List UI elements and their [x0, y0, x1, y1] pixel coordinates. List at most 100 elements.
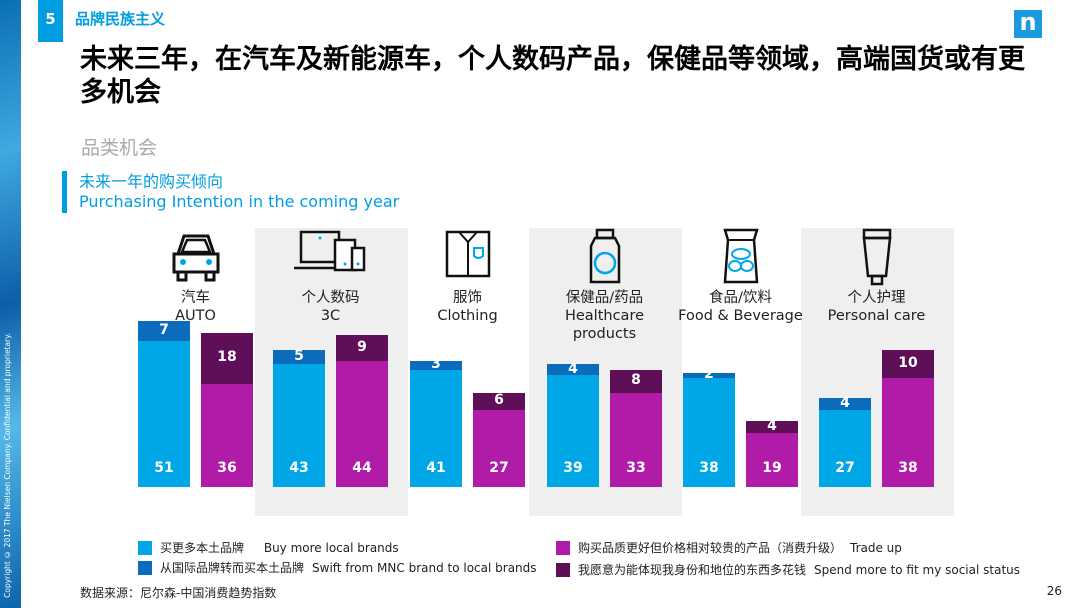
bar-segment-upgrade-base [882, 378, 934, 487]
data-label: 38 [699, 460, 719, 476]
data-label: 44 [352, 460, 372, 476]
data-label: 27 [835, 460, 855, 476]
nielsen-logo: n [1014, 10, 1042, 38]
bar-segment-upgrade-top [473, 392, 525, 410]
category-label-cn: 保健品/药品 [565, 290, 644, 306]
bar-segment-local-top [410, 361, 462, 370]
legend-label-cn: 购买品质更好但价格相对较贵的产品（消费升级） [578, 541, 843, 555]
data-label: 5 [294, 347, 304, 364]
car-icon [168, 228, 224, 288]
data-label: 4 [568, 360, 578, 377]
data-label: 9 [357, 339, 367, 356]
bar-segment-upgrade-top [746, 421, 798, 433]
category-label: 服饰 Clothing [393, 289, 543, 325]
data-label: 4 [767, 417, 777, 434]
tube-icon [862, 228, 892, 290]
data-label: 38 [898, 460, 918, 476]
chart-title-en: Purchasing Intention in the coming year [79, 192, 400, 211]
bar-segment-local-top [683, 372, 735, 379]
bar-segment-upgrade-top [882, 349, 934, 379]
bar-segment-upgrade-top [201, 332, 253, 385]
bar-segment-local-base [819, 409, 871, 487]
bar-segment-local-top [273, 349, 325, 365]
data-label: 33 [626, 460, 646, 476]
category-label: 保健品/药品 Healthcare products [530, 289, 680, 343]
devices-icon [293, 228, 368, 280]
category-label-en: Food & Beverage [678, 308, 803, 324]
bar-segment-local-base [410, 369, 462, 487]
copyright-text: Copyright © 2017 The Nielsen Company. Co… [3, 333, 12, 598]
data-label: 8 [631, 372, 641, 389]
page-number: 26 [1046, 584, 1062, 598]
data-label: 2 [704, 366, 714, 383]
data-label: 19 [762, 460, 782, 476]
source-note: 数据来源：尼尔森-中国消费趋势指数 [80, 586, 277, 600]
category-label-en: Personal care [827, 308, 926, 324]
category-label-en: Clothing [437, 308, 498, 324]
medicine-bottle-icon [588, 228, 622, 288]
bar-segment-upgrade-top [610, 369, 662, 393]
section-title: 品牌民族主义 [75, 10, 166, 28]
bar-segment-local-top [547, 364, 599, 376]
legend-item-local: 买更多本土品牌 Buy more local brands [138, 539, 399, 556]
category-label: 汽车 AUTO [121, 289, 271, 325]
legend-label-en: Trade up [850, 540, 902, 555]
shirt-icon [445, 228, 491, 282]
bar-segment-upgrade-base [746, 432, 798, 487]
bar-segment-local-base [683, 378, 735, 487]
category-label-cn: 个人护理 [847, 290, 906, 306]
page-title: 未来三年，在汽车及新能源车，个人数码产品，保健品等领域，高端国货或有更多机会 [80, 44, 1025, 108]
data-label: 36 [217, 460, 237, 476]
category-label-cn: 汽车 [181, 290, 210, 306]
legend-label-cn: 我愿意为能体现我身份和地位的东西多花钱 [578, 563, 807, 577]
bar-segment-local-base [273, 364, 325, 487]
legend-label-en: Buy more local brands [263, 540, 399, 555]
category-label-en: Healthcare products [564, 308, 645, 342]
bar-segment-local-base [138, 341, 190, 487]
bar-segment-local-base [547, 375, 599, 487]
legend-label-en: Swift from MNC brand to local brands [312, 560, 537, 575]
data-label: 3 [431, 356, 441, 373]
data-label: 4 [840, 395, 850, 412]
bar-segment-local-top [819, 398, 871, 410]
chart-title: 未来一年的购买倾向 Purchasing Intention in the co… [79, 172, 399, 212]
category-label-cn: 服饰 [453, 290, 482, 306]
data-label: 27 [489, 460, 509, 476]
data-label: 41 [426, 460, 446, 476]
data-label: 10 [898, 355, 918, 372]
data-label: 7 [159, 322, 169, 339]
side-decoration-strip: Copyright © 2017 The Nielsen Company. Co… [0, 0, 21, 608]
legend-item-tradeup: 购买品质更好但价格相对较贵的产品（消费升级） Trade up [556, 539, 902, 556]
bar-segment-upgrade-top [336, 335, 388, 362]
legend-swatch [138, 560, 152, 575]
category-label-cn: 食品/饮料 [709, 290, 772, 306]
category-label: 食品/饮料 Food & Beverage [666, 289, 816, 325]
bar-segment-upgrade-base [201, 384, 253, 487]
legend-label-en: Spend more to fit my social status [814, 562, 1021, 577]
data-label: 51 [154, 460, 174, 476]
bar-segment-upgrade-base [610, 392, 662, 487]
legend-swatch [556, 540, 570, 555]
chart-title-cn: 未来一年的购买倾向 [79, 172, 224, 191]
category-label-en: 3C [320, 308, 341, 324]
food-bag-icon [721, 228, 761, 288]
legend-label-cn: 买更多本土品牌 [160, 541, 245, 555]
legend-swatch [556, 562, 570, 577]
data-label: 39 [563, 460, 583, 476]
legend-label-cn: 从国际品牌转而买本土品牌 [160, 561, 305, 575]
chart-title-accent [62, 171, 67, 213]
bar-segment-upgrade-base [473, 409, 525, 487]
legend-swatch [138, 540, 152, 555]
legend-item-status: 我愿意为能体现我身份和地位的东西多花钱 Spend more to fit my … [556, 561, 1020, 578]
page-subtitle: 品类机会 [81, 137, 158, 159]
bar-segment-upgrade-base [336, 361, 388, 487]
data-label: 6 [494, 392, 504, 409]
category-label: 个人护理 Personal care [802, 289, 952, 325]
category-label-cn: 个人数码 [301, 290, 360, 306]
data-label: 18 [217, 349, 237, 366]
bar-segment-local-top [138, 321, 190, 342]
data-label: 43 [289, 460, 309, 476]
section-number: 5 [38, 0, 63, 42]
category-label: 个人数码 3C [256, 289, 406, 325]
category-label-en: AUTO [175, 308, 216, 324]
